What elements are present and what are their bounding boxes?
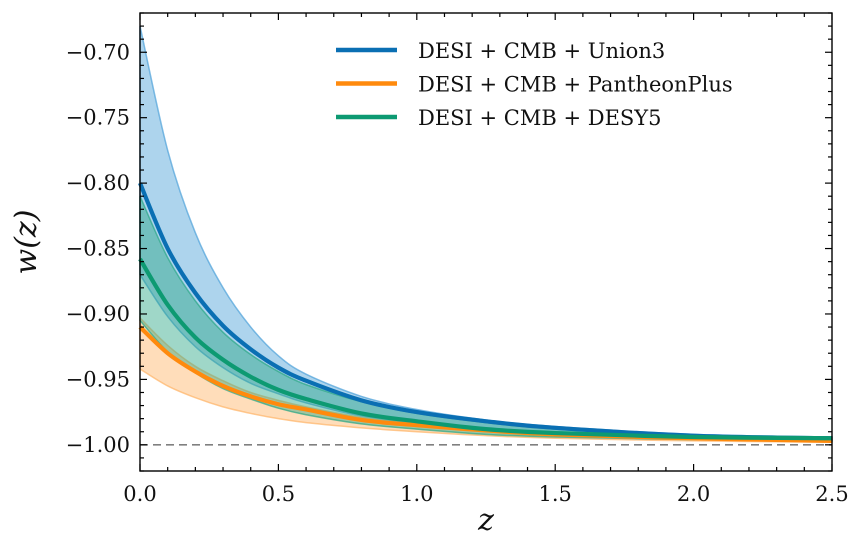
x-tick-label: 1.0 [400,482,433,506]
y-tick-label: −0.80 [66,171,130,195]
y-tick-label: −1.00 [66,433,130,457]
y-tick-label: −0.70 [66,40,130,64]
legend-label-2: DESI + CMB + DESY5 [418,106,662,130]
x-tick-label: 2.5 [815,482,848,506]
y-axis-title: w(z) [9,210,44,275]
x-tick-labels: 0.0 0.5 1.0 1.5 2.0 2.5 [123,482,848,506]
plot-frame [139,12,833,472]
x-tick-label: 0.5 [262,482,295,506]
axis-ticks [139,12,833,472]
legend-label-1: DESI + CMB + PantheonPlus [418,73,733,97]
y-tick-label: −0.75 [66,106,130,130]
x-axis-title: z [477,503,494,538]
x-tick-label: 2.0 [677,482,710,506]
x-tick-label: 1.5 [538,482,571,506]
y-tick-label: −0.90 [66,302,130,326]
y-tick-label: −0.85 [66,237,130,261]
series-lines [138,182,833,444]
y-tick-label: −0.95 [66,367,130,391]
legend: DESI + CMB + Union3 DESI + CMB + Pantheon… [336,39,733,130]
series-line-0 [138,182,833,441]
legend-label-0: DESI + CMB + Union3 [418,39,665,63]
y-tick-labels: −1.00 −0.95 −0.90 −0.85 −0.80 −0.75 −0.70 [66,40,130,457]
series-line-2 [138,257,833,441]
x-tick-label: 0.0 [123,482,156,506]
